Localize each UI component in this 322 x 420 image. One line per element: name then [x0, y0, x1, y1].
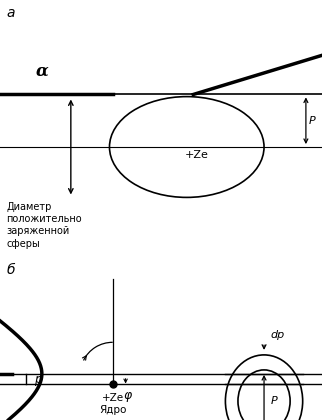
Text: +Ze: +Ze — [185, 150, 208, 160]
Text: dp: dp — [270, 330, 285, 340]
Text: φ: φ — [123, 388, 131, 402]
Text: Диаметр
положительно
заряженной
сферы: Диаметр положительно заряженной сферы — [6, 202, 82, 249]
Text: P: P — [270, 396, 277, 406]
Text: а: а — [6, 6, 15, 20]
Text: +Ze: +Ze — [102, 393, 124, 403]
Text: P: P — [309, 116, 316, 126]
Text: α: α — [35, 63, 48, 80]
Text: Ядро: Ядро — [99, 405, 127, 415]
Text: б: б — [6, 262, 15, 276]
Text: p: p — [34, 373, 42, 386]
